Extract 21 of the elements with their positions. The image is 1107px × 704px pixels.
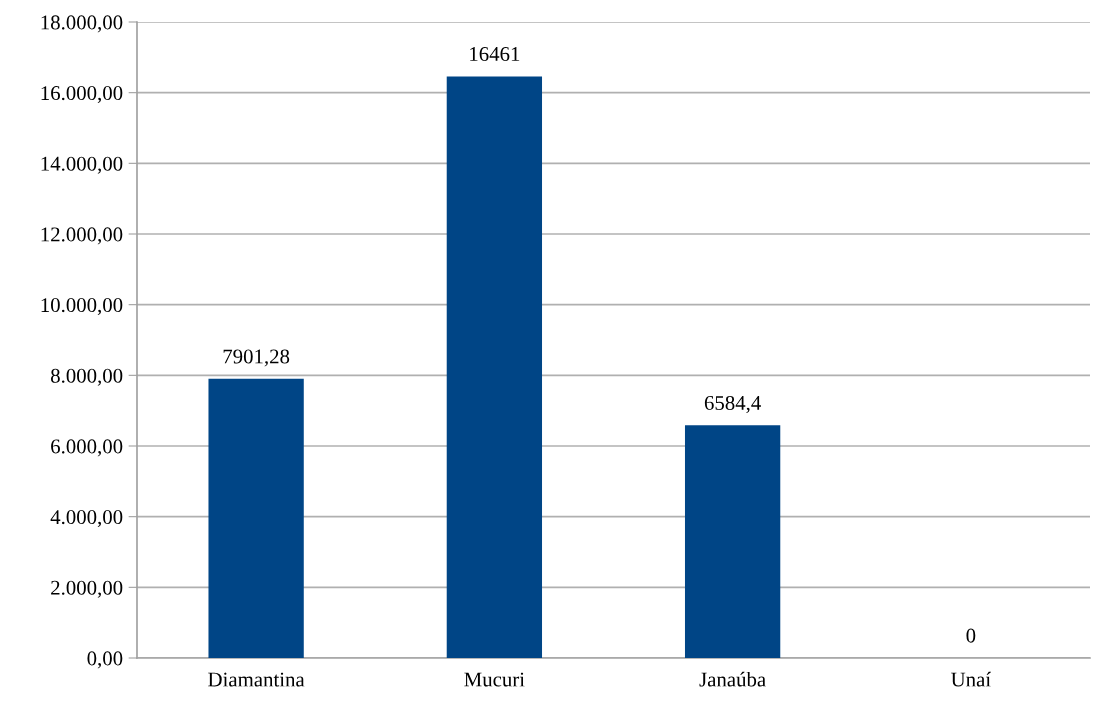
y-tick-label: 18.000,00 — [41, 15, 123, 33]
bar — [208, 378, 304, 658]
x-tick-label: Unaí — [951, 671, 991, 687]
y-tick-label: 2.000,00 — [51, 580, 123, 598]
y-tick-label: 10.000,00 — [41, 298, 123, 316]
y-tick-label: 14.000,00 — [41, 156, 123, 174]
y-tick-label: 4.000,00 — [50, 510, 123, 528]
data-label: 0 — [966, 628, 976, 643]
y-tick-label: 0,00 — [87, 651, 123, 669]
data-label: 16461 — [470, 47, 520, 62]
y-tick-label: 6.000,00 — [51, 439, 123, 457]
y-tick-label: 12.000,00 — [41, 227, 123, 245]
x-tick-label: Janaúba — [699, 671, 766, 687]
y-tick-label: 8.000,00 — [50, 368, 123, 386]
x-tick-label: Mucuri — [464, 672, 525, 687]
bar — [446, 76, 543, 658]
y-tick-label: 16.000,00 — [41, 86, 123, 104]
data-label: 7901,28 — [223, 349, 290, 367]
x-tick-label: Diamantina — [208, 672, 305, 687]
bar — [684, 425, 781, 658]
data-label: 6584,4 — [704, 395, 761, 414]
